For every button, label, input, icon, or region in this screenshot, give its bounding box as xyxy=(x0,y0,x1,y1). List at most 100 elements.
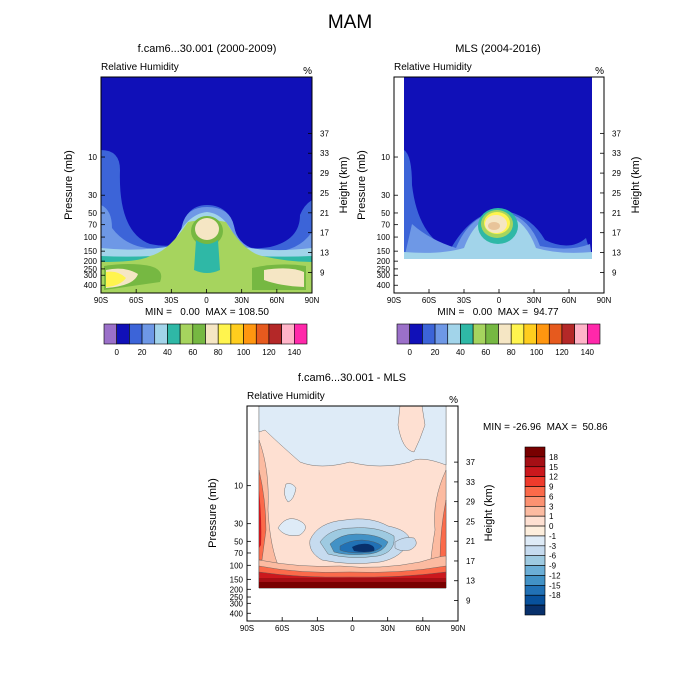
colorbar-swatch xyxy=(524,594,546,606)
panel-diff-units: % xyxy=(449,395,458,406)
colorbar-label: 120 xyxy=(262,348,276,357)
colorbar-swatch xyxy=(524,575,546,586)
pressure-tick-label: 150 xyxy=(84,247,98,256)
pressure-tick-label: 70 xyxy=(234,549,243,558)
x-tick-label: 30S xyxy=(457,296,471,305)
height-tick-label: 33 xyxy=(612,149,621,158)
height-tick-label: 33 xyxy=(466,478,475,487)
colorbar-swatch xyxy=(485,323,499,345)
colorbar-swatch xyxy=(460,323,474,345)
colorbar-label: 120 xyxy=(555,348,569,357)
colorbar-swatch xyxy=(396,323,410,345)
x-tick-label: 0 xyxy=(350,624,355,633)
height-tick-label: 33 xyxy=(320,149,329,158)
colorbar-model: 0 20 40 60 80 100 120 140 xyxy=(103,323,308,357)
colorbar-swatch xyxy=(243,323,257,345)
x-tick-label: 60N xyxy=(562,296,577,305)
colorbar-swatch xyxy=(524,525,546,537)
panel-obs-field xyxy=(394,77,604,293)
pressure-tick-label: 70 xyxy=(381,221,390,230)
colorbar-label: 20 xyxy=(138,348,147,357)
panel-model-field xyxy=(101,77,312,293)
x-tick-label: 30S xyxy=(164,296,178,305)
panel-diff-field xyxy=(247,406,458,621)
height-tick-label: 37 xyxy=(466,458,475,467)
panel-diff-variable: Relative Humidity xyxy=(247,391,325,402)
height-tick-label: 25 xyxy=(466,517,475,526)
colorbar-swatch xyxy=(205,323,219,345)
colorbar-swatch xyxy=(498,323,512,345)
colorbar-label: 40 xyxy=(163,348,172,357)
pressure-tick-label: 250 xyxy=(377,265,391,274)
colorbar-swatch xyxy=(103,323,117,345)
height-tick-label: 17 xyxy=(320,229,329,238)
colorbar-label: -3 xyxy=(549,542,557,551)
panel-model-ylabel: Pressure (mb) xyxy=(63,150,75,220)
panel-model-stats: MIN = 0.00 MAX = 108.50 xyxy=(145,307,269,318)
colorbar-swatch xyxy=(141,323,156,345)
height-tick-label: 25 xyxy=(612,189,621,198)
panel-obs-ylabel: Pressure (mb) xyxy=(356,150,368,220)
pressure-tick-label: 300 xyxy=(84,271,98,280)
colorbar-swatch xyxy=(524,604,546,616)
colorbar-swatch xyxy=(434,323,449,345)
height-tick-label: 13 xyxy=(612,249,621,258)
pressure-tick-label: 70 xyxy=(88,221,97,230)
panel-obs: MLS (2004-2016) Relative Humidity % 90S 6… xyxy=(356,43,642,318)
colorbar-label: 140 xyxy=(288,348,302,357)
height-tick-label: 21 xyxy=(466,537,475,546)
colorbar-swatch xyxy=(574,323,588,345)
colorbar-swatch xyxy=(154,323,168,345)
figure-title: MAM xyxy=(327,12,373,33)
x-tick-label: 90N xyxy=(597,296,612,305)
height-tick-label: 13 xyxy=(320,249,329,258)
pressure-tick-label: 100 xyxy=(84,233,98,242)
colorbar-swatch xyxy=(524,486,546,497)
x-tick-label: 30N xyxy=(380,624,395,633)
colorbar-swatch xyxy=(524,456,546,468)
pressure-tick-label: 150 xyxy=(230,575,244,584)
pressure-tick-label: 50 xyxy=(88,209,97,218)
panel-diff: f.cam6...30.001 - MLS Relative Humidity … xyxy=(207,372,608,633)
colorbar-swatch xyxy=(268,323,282,345)
colorbar-swatch xyxy=(230,323,244,345)
panel-diff-ylabel: Pressure (mb) xyxy=(207,478,219,548)
panel-obs-variable: Relative Humidity xyxy=(394,62,472,73)
pressure-tick-label: 300 xyxy=(230,599,244,608)
pressure-tick-label: 100 xyxy=(230,561,244,570)
colorbar-swatch xyxy=(524,476,546,487)
x-tick-label: 30N xyxy=(527,296,542,305)
colorbar-obs: 0 20 40 60 80 100 120 140 xyxy=(396,323,601,357)
x-tick-label: 0 xyxy=(497,296,502,305)
colorbar-label: -15 xyxy=(549,581,561,590)
x-tick-label: 60N xyxy=(415,624,430,633)
colorbar-swatch xyxy=(524,515,546,527)
colorbar-label: 0 xyxy=(407,348,412,357)
x-tick-label: 90S xyxy=(387,296,401,305)
x-tick-label: 30N xyxy=(234,296,249,305)
height-tick-label: 37 xyxy=(320,129,329,138)
colorbar-swatch xyxy=(255,323,270,345)
colorbar-swatch xyxy=(116,323,130,345)
colorbar-swatch xyxy=(217,323,232,345)
x-tick-label: 60N xyxy=(269,296,284,305)
pressure-tick-label: 50 xyxy=(234,537,243,546)
colorbar-swatch xyxy=(524,545,546,557)
pressure-tick-label: 30 xyxy=(88,191,97,200)
colorbar-swatch xyxy=(472,323,487,345)
x-tick-label: 90S xyxy=(94,296,108,305)
colorbar-swatch xyxy=(179,323,194,345)
pressure-tick-label: 100 xyxy=(377,233,391,242)
colorbar-swatch xyxy=(524,466,546,477)
x-tick-label: 90N xyxy=(451,624,466,633)
height-tick-label: 17 xyxy=(466,557,475,566)
height-tick-label: 21 xyxy=(320,209,329,218)
colorbar-swatch xyxy=(524,496,546,507)
colorbar-swatch xyxy=(524,535,546,547)
x-tick-label: 60S xyxy=(422,296,436,305)
colorbar-label: -12 xyxy=(549,571,561,580)
colorbar-swatch xyxy=(524,505,546,517)
colorbar-label: 12 xyxy=(549,473,558,482)
